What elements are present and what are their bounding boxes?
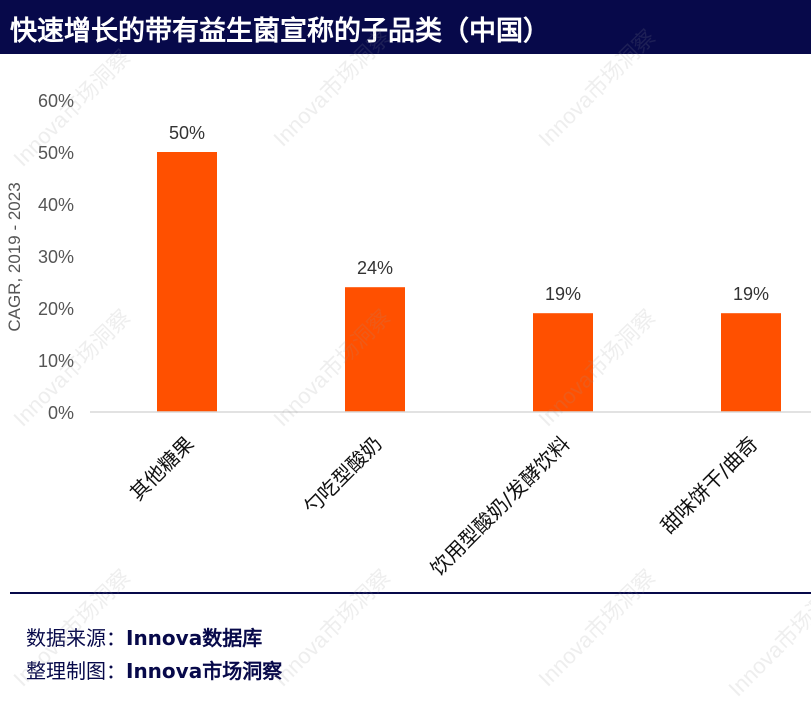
bar-chart: CAGR, 2019 - 2023 0% 10% 20% 30% 40% 50% 60% 5… bbox=[5, 91, 811, 581]
category-label: 勺吃型酸奶 bbox=[299, 432, 387, 520]
y-tick-label: 60% bbox=[38, 91, 74, 111]
source-value: Innova数据库 bbox=[126, 626, 263, 650]
editor-value: Innova市场洞察 bbox=[126, 659, 283, 683]
y-tick-label: 0% bbox=[48, 403, 74, 423]
data-label: 19% bbox=[545, 284, 581, 304]
category-label: 甜味饼干/曲奇 bbox=[656, 432, 763, 539]
title-bar: 快速增长的带有益生菌宣称的子品类（中国） bbox=[0, 0, 811, 54]
y-axis-title: CAGR, 2019 - 2023 bbox=[5, 182, 24, 331]
bar bbox=[721, 313, 781, 412]
bar bbox=[533, 313, 593, 412]
data-label: 24% bbox=[357, 258, 393, 278]
y-tick-label: 10% bbox=[38, 351, 74, 371]
y-tick-label: 40% bbox=[38, 195, 74, 215]
bar bbox=[157, 152, 217, 412]
data-label: 19% bbox=[733, 284, 769, 304]
footer-editor: 整理制图：Innova市场洞察 bbox=[26, 655, 282, 684]
editor-label: 整理制图： bbox=[26, 659, 126, 683]
y-tick-label: 50% bbox=[38, 143, 74, 163]
footer-source: 数据来源：Innova数据库 bbox=[26, 622, 262, 651]
data-label: 50% bbox=[169, 123, 205, 143]
category-label: 饮用型酸奶/发酵饮料 bbox=[426, 432, 575, 581]
footer-divider bbox=[10, 592, 811, 594]
y-tick-labels: 0% 10% 20% 30% 40% 50% 60% bbox=[38, 91, 74, 423]
data-labels: 50% 24% 19% 19% bbox=[169, 123, 769, 304]
y-tick-label: 30% bbox=[38, 247, 74, 267]
bar bbox=[345, 287, 405, 412]
source-label: 数据来源： bbox=[26, 626, 126, 650]
y-tick-label: 20% bbox=[38, 299, 74, 319]
bars bbox=[157, 152, 781, 412]
y-axis-title-group: CAGR, 2019 - 2023 bbox=[5, 182, 24, 331]
category-labels: 其他糖果 勺吃型酸奶 饮用型酸奶/发酵饮料 甜味饼干/曲奇 bbox=[125, 432, 763, 581]
category-label: 其他糖果 bbox=[125, 432, 199, 506]
chart-title: 快速增长的带有益生菌宣称的子品类（中国） bbox=[10, 16, 550, 47]
